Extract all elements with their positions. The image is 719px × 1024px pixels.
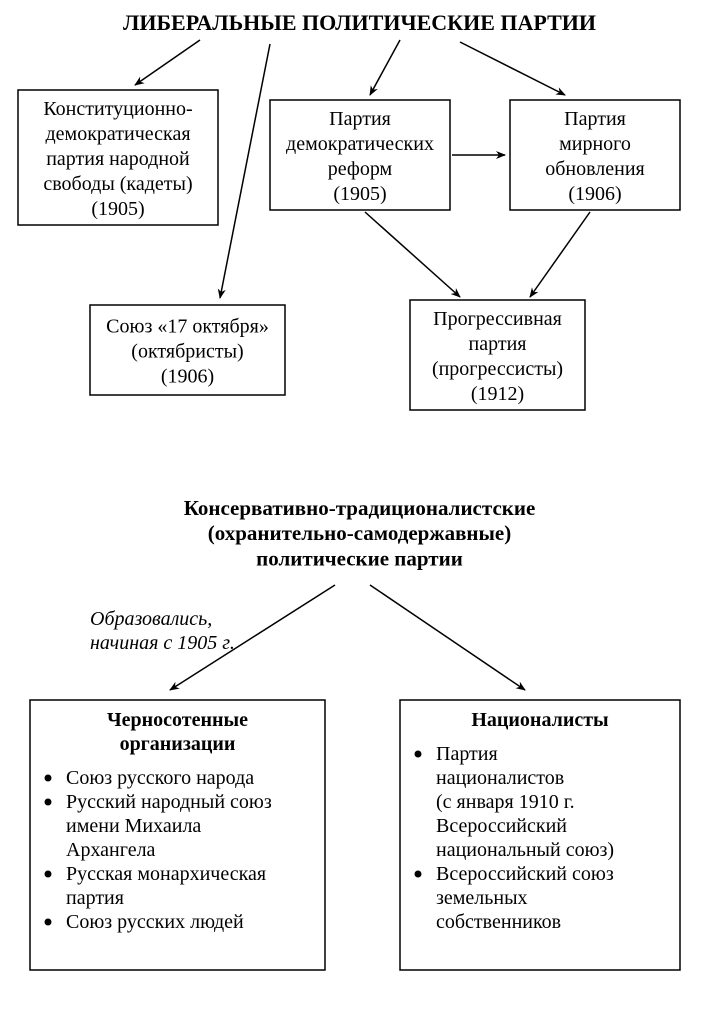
svg-text:Архангела: Архангела xyxy=(66,839,156,861)
svg-text:собственников: собственников xyxy=(436,911,561,933)
svg-text:Русский народный союз: Русский народный союз xyxy=(66,791,272,813)
svg-text:реформ: реформ xyxy=(328,158,393,180)
svg-text:свободы (кадеты): свободы (кадеты) xyxy=(43,173,192,195)
svg-text:(октябристы): (октябристы) xyxy=(131,341,243,363)
svg-text:организации: организации xyxy=(120,733,236,755)
svg-text:националистов: националистов xyxy=(436,767,564,789)
svg-text:Конституционно-: Конституционно- xyxy=(43,98,192,120)
svg-text:начиная с 1905 г.: начиная с 1905 г. xyxy=(90,632,235,654)
svg-text:(прогрессисты): (прогрессисты) xyxy=(432,358,563,380)
svg-text:демократических: демократических xyxy=(286,133,434,155)
svg-text:Всероссийский союз: Всероссийский союз xyxy=(436,863,614,885)
svg-text:Образовались,: Образовались, xyxy=(90,608,212,630)
svg-text:Всероссийский: Всероссийский xyxy=(436,815,567,837)
svg-text:(1906): (1906) xyxy=(568,183,621,205)
svg-text:Русская монархическая: Русская монархическая xyxy=(66,863,266,885)
diagram1-title: ЛИБЕРАЛЬНЫЕ ПОЛИТИЧЕСКИЕ ПАРТИИ xyxy=(123,10,596,35)
svg-text:Союз русских людей: Союз русских людей xyxy=(66,911,244,933)
svg-text:земельных: земельных xyxy=(436,887,528,909)
svg-text:Партия: Партия xyxy=(564,108,626,130)
svg-text:Партия: Партия xyxy=(329,108,391,130)
svg-text:обновления: обновления xyxy=(545,158,645,180)
svg-text:Союз «17 октября»: Союз «17 октября» xyxy=(106,316,269,338)
svg-text:(1905): (1905) xyxy=(91,198,144,220)
svg-text:Партия: Партия xyxy=(436,743,498,765)
svg-text:партия: партия xyxy=(469,333,527,355)
svg-text:(охранительно-самодержавные): (охранительно-самодержавные) xyxy=(208,521,511,545)
svg-text:национальный союз): национальный союз) xyxy=(436,839,614,861)
diagram-canvas: ЛИБЕРАЛЬНЫЕ ПОЛИТИЧЕСКИЕ ПАРТИИ Конституц… xyxy=(0,0,719,1024)
svg-text:мирного: мирного xyxy=(559,133,631,155)
svg-text:Союз русского народа: Союз русского народа xyxy=(66,767,254,789)
svg-text:(1906): (1906) xyxy=(161,366,214,388)
svg-text:(1905): (1905) xyxy=(333,183,386,205)
svg-text:Прогрессивная: Прогрессивная xyxy=(433,308,562,330)
svg-text:Националисты: Националисты xyxy=(471,709,609,731)
svg-text:Консервативно-традиционалистск: Консервативно-традиционалистские xyxy=(184,496,536,520)
svg-text:Черносотенные: Черносотенные xyxy=(107,709,248,731)
svg-text:партия народной: партия народной xyxy=(46,148,190,170)
svg-text:имени Михаила: имени Михаила xyxy=(66,815,201,837)
svg-text:политические партии: политические партии xyxy=(256,546,463,570)
svg-text:(1912): (1912) xyxy=(471,383,524,405)
svg-text:партия: партия xyxy=(66,887,124,909)
svg-text:(с января 1910 г.: (с января 1910 г. xyxy=(436,791,575,813)
svg-text:демократическая: демократическая xyxy=(45,123,190,145)
